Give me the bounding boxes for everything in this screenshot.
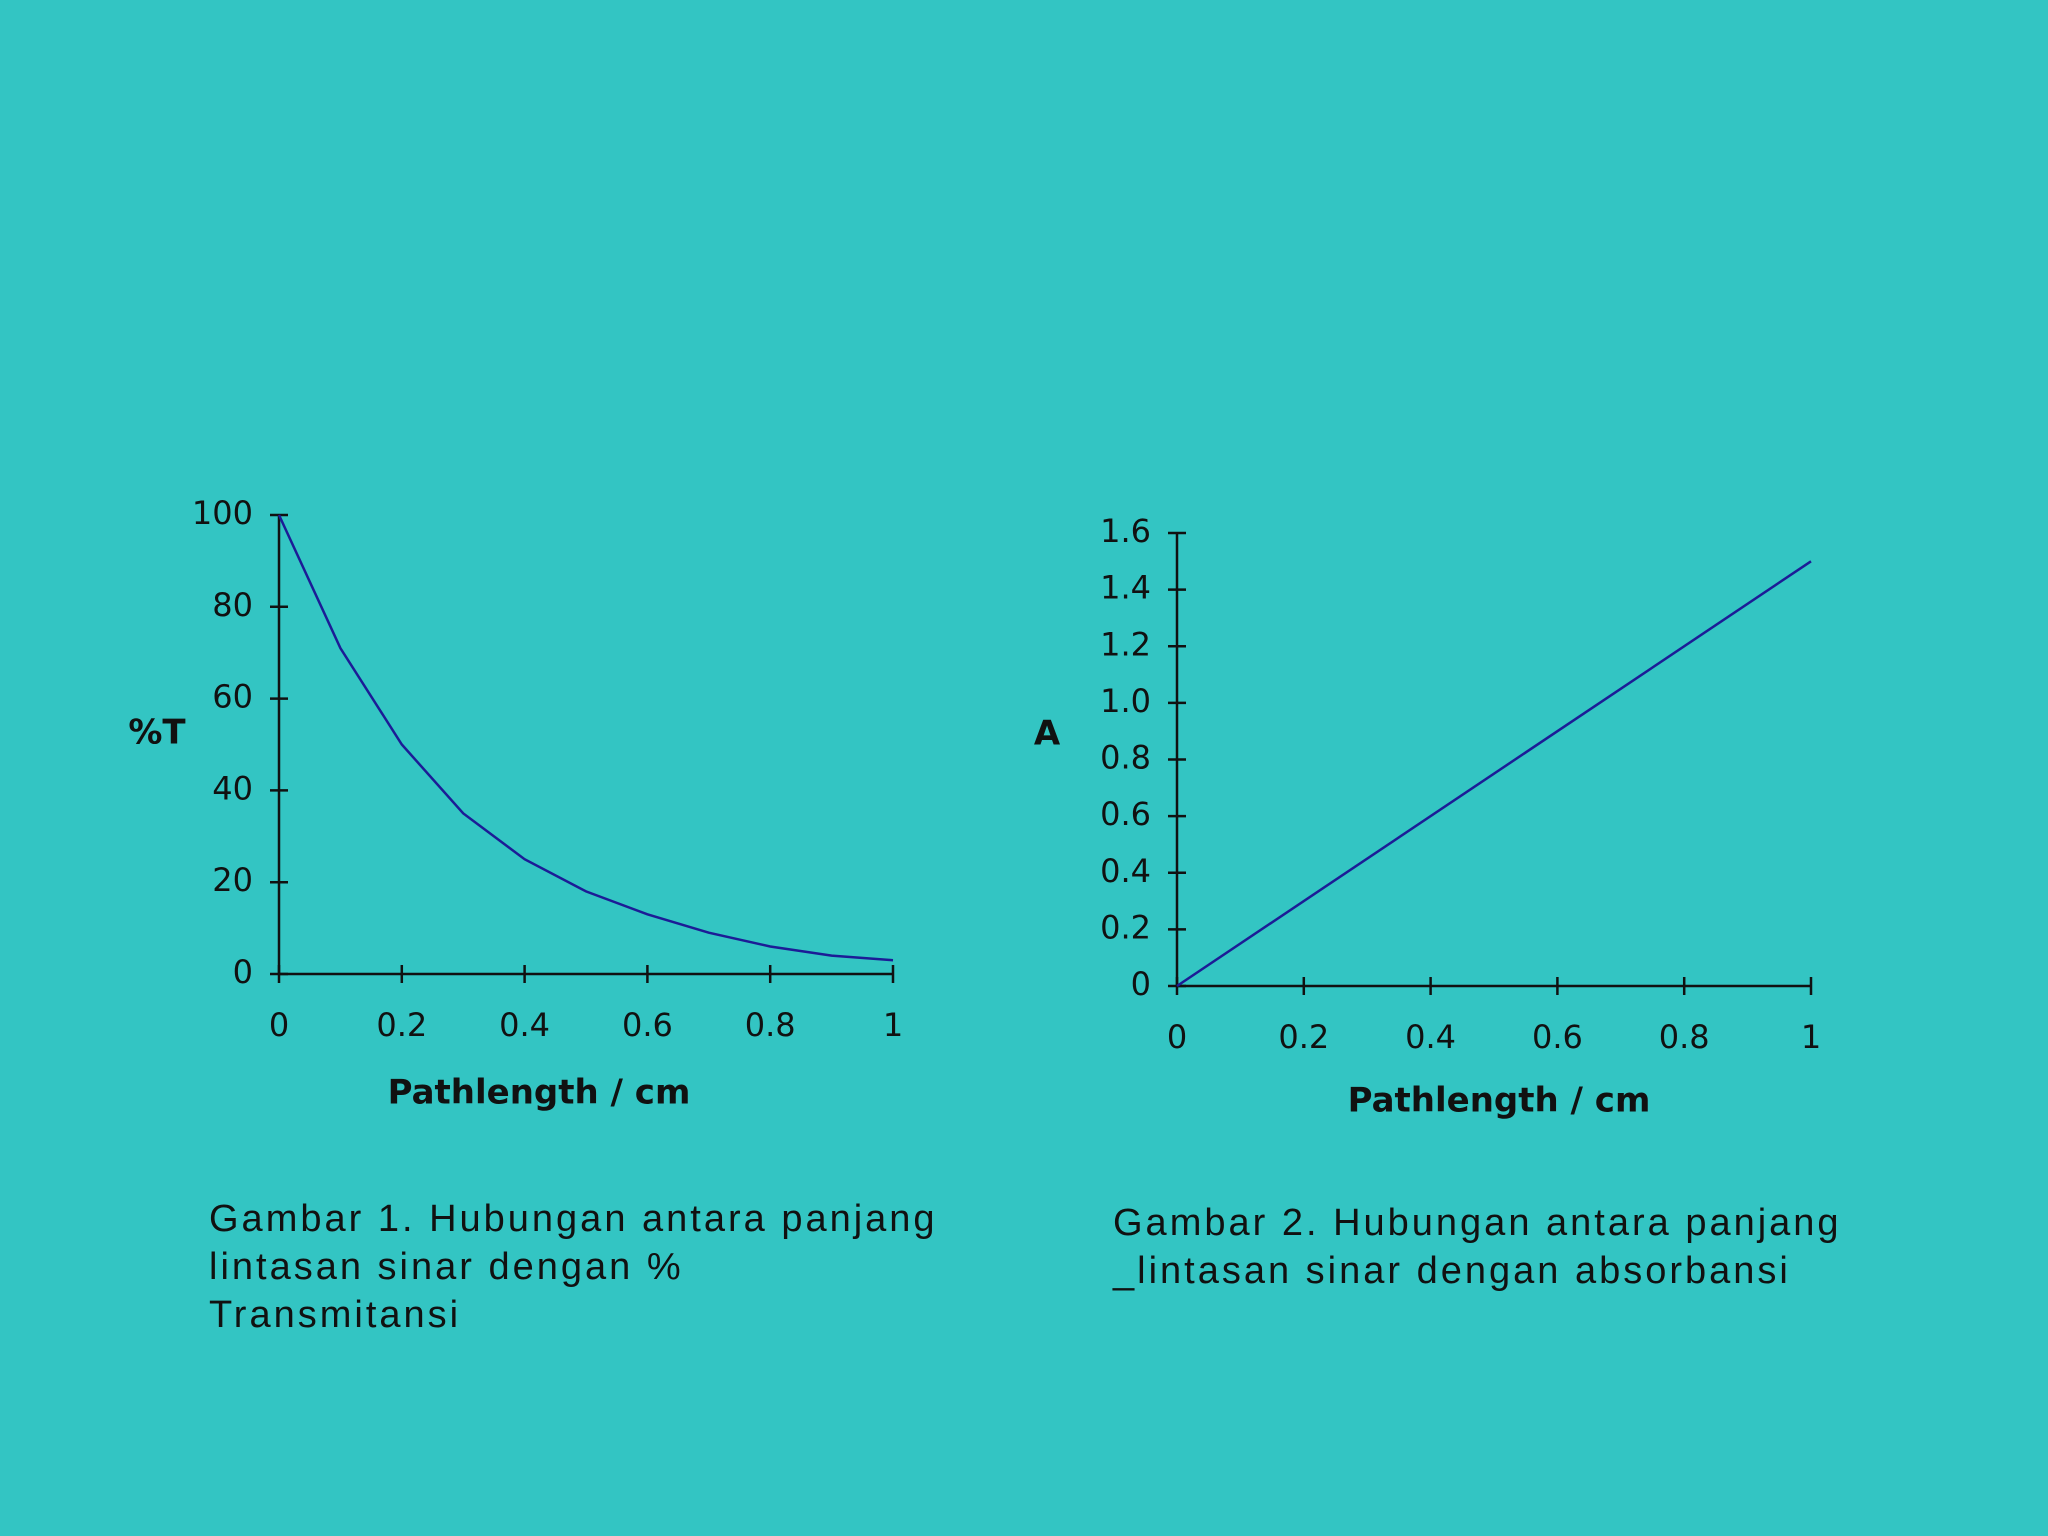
y-tick-label: 80 [212, 586, 253, 624]
x-tick-label: 0.8 [1659, 1018, 1710, 1056]
y-tick-label: 1.6 [1100, 512, 1151, 550]
y-tick-label: 1.4 [1100, 569, 1151, 607]
x-tick-label: 0 [1167, 1018, 1187, 1056]
caption-line: Transmitansi [209, 1294, 461, 1336]
data-line [277, 514, 894, 962]
x-tick-label: 0.6 [622, 1006, 673, 1044]
y-tick-label: 1.0 [1100, 682, 1151, 720]
caption-line: Gambar 2. Hubungan antara panjang [1113, 1202, 1842, 1244]
x-tick-label: 0.4 [499, 1006, 550, 1044]
y-tick-label: 0.6 [1100, 795, 1151, 833]
y-tick-label: 60 [212, 678, 253, 716]
y-tick-label: 0 [233, 953, 253, 991]
x-tick-label: 0 [269, 1006, 289, 1044]
y-axis-label: %T [128, 713, 186, 753]
caption-line: Gambar 1. Hubungan antara panjang [209, 1198, 938, 1240]
y-tick-label: 1.2 [1100, 625, 1151, 663]
data-line [1176, 560, 1812, 988]
x-axis-label: Pathlength / cm [388, 1073, 691, 1113]
x-tick-label: 0.6 [1532, 1018, 1583, 1056]
caption-line: _lintasan sinar dengan absorbansi [1112, 1250, 1791, 1292]
y-tick-label: 100 [192, 494, 253, 532]
x-tick-label: 0.2 [376, 1006, 427, 1044]
caption-line: lintasan sinar dengan % [209, 1246, 684, 1288]
x-tick-label: 0.2 [1278, 1018, 1329, 1056]
x-axis-label: Pathlength / cm [1348, 1081, 1651, 1121]
x-tick-label: 1 [1801, 1018, 1821, 1056]
y-tick-label: 0 [1131, 965, 1151, 1003]
x-tick-label: 1 [883, 1006, 903, 1044]
y-tick-label: 0.4 [1100, 852, 1151, 890]
y-tick-label: 0.2 [1100, 908, 1151, 946]
x-tick-label: 0.8 [745, 1006, 796, 1044]
x-tick-label: 0.4 [1405, 1018, 1456, 1056]
y-tick-label: 20 [212, 861, 253, 899]
y-axis-label: A [1034, 714, 1061, 754]
y-tick-label: 40 [212, 769, 253, 807]
y-tick-label: 0.8 [1100, 739, 1151, 777]
